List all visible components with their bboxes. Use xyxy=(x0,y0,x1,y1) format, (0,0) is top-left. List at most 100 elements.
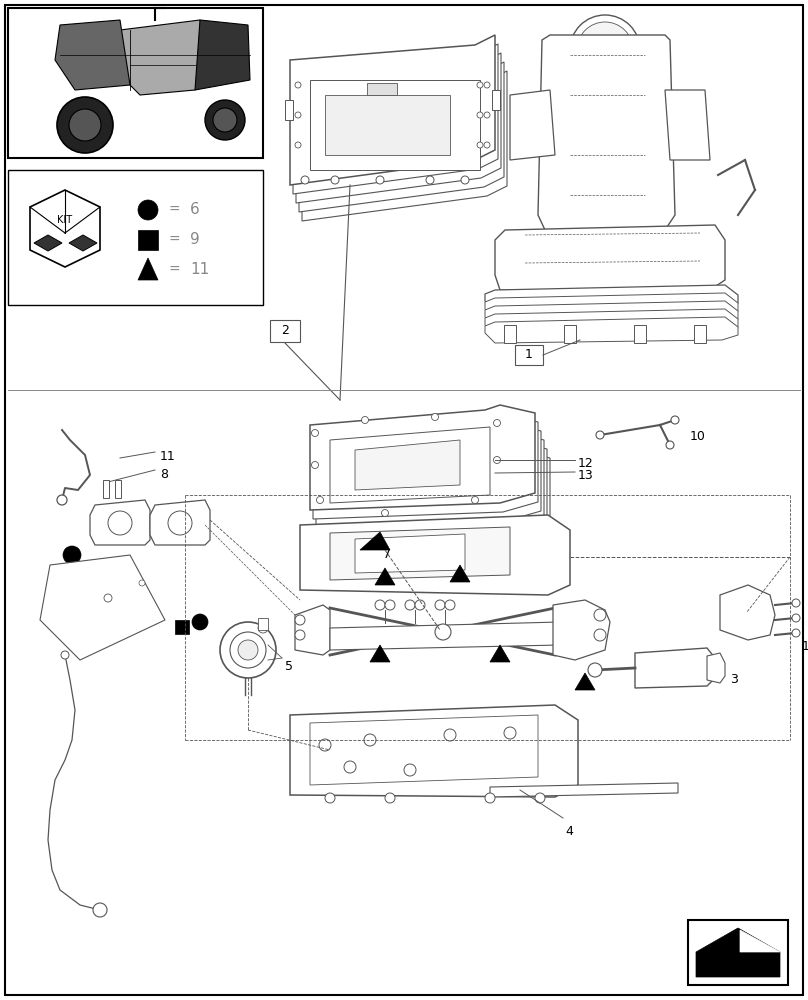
Circle shape xyxy=(494,420,500,426)
Circle shape xyxy=(63,626,81,644)
Circle shape xyxy=(792,599,800,607)
Text: =: = xyxy=(168,233,179,247)
Polygon shape xyxy=(485,285,738,311)
Circle shape xyxy=(63,546,81,564)
Bar xyxy=(564,325,576,343)
Text: 1: 1 xyxy=(525,349,533,361)
Polygon shape xyxy=(290,705,578,797)
Circle shape xyxy=(375,600,385,610)
Circle shape xyxy=(792,629,800,637)
Polygon shape xyxy=(180,20,250,90)
Circle shape xyxy=(361,416,368,424)
Circle shape xyxy=(69,109,101,141)
Circle shape xyxy=(57,97,113,153)
Bar xyxy=(504,325,516,343)
Text: =: = xyxy=(168,203,179,217)
Polygon shape xyxy=(138,258,158,280)
Polygon shape xyxy=(553,600,610,660)
Polygon shape xyxy=(150,500,210,545)
Polygon shape xyxy=(55,20,130,90)
Circle shape xyxy=(494,456,500,464)
Circle shape xyxy=(295,112,301,118)
Polygon shape xyxy=(355,440,460,490)
Circle shape xyxy=(108,511,132,535)
Polygon shape xyxy=(485,317,738,343)
Text: 14: 14 xyxy=(802,640,808,653)
Circle shape xyxy=(376,176,384,184)
Circle shape xyxy=(104,594,112,602)
Polygon shape xyxy=(316,423,541,528)
Text: 6: 6 xyxy=(190,202,200,218)
Bar xyxy=(310,80,480,170)
Polygon shape xyxy=(330,622,570,650)
Text: =: = xyxy=(168,263,179,277)
Circle shape xyxy=(666,441,674,449)
Polygon shape xyxy=(325,450,550,555)
Circle shape xyxy=(295,630,305,640)
Circle shape xyxy=(139,580,145,586)
Circle shape xyxy=(192,614,208,630)
Circle shape xyxy=(344,761,356,773)
Circle shape xyxy=(594,609,606,621)
Circle shape xyxy=(93,903,107,917)
Circle shape xyxy=(319,739,331,751)
Circle shape xyxy=(426,176,434,184)
Polygon shape xyxy=(538,35,675,230)
Text: 12: 12 xyxy=(578,457,594,470)
Circle shape xyxy=(445,600,455,610)
Circle shape xyxy=(435,600,445,610)
Bar xyxy=(367,83,397,95)
Circle shape xyxy=(317,496,323,504)
Circle shape xyxy=(220,622,276,678)
Circle shape xyxy=(435,624,451,640)
Circle shape xyxy=(431,414,439,420)
Polygon shape xyxy=(355,534,465,573)
Polygon shape xyxy=(720,585,775,640)
Circle shape xyxy=(472,496,478,504)
Polygon shape xyxy=(40,555,165,660)
Polygon shape xyxy=(293,44,498,194)
Circle shape xyxy=(477,142,483,148)
Circle shape xyxy=(364,734,376,746)
Circle shape xyxy=(461,176,469,184)
Polygon shape xyxy=(575,673,595,690)
Circle shape xyxy=(484,112,490,118)
Polygon shape xyxy=(302,71,507,221)
Bar xyxy=(8,8,263,158)
Polygon shape xyxy=(330,527,510,580)
Bar xyxy=(175,620,189,634)
Circle shape xyxy=(404,764,416,776)
Circle shape xyxy=(61,651,69,659)
Polygon shape xyxy=(310,405,535,510)
Polygon shape xyxy=(330,427,490,503)
Polygon shape xyxy=(90,500,150,545)
Bar xyxy=(515,345,543,365)
Circle shape xyxy=(588,663,602,677)
Polygon shape xyxy=(34,235,62,251)
Circle shape xyxy=(596,431,604,439)
Circle shape xyxy=(405,600,415,610)
Text: 7: 7 xyxy=(383,548,391,561)
Bar xyxy=(258,618,268,630)
Circle shape xyxy=(325,793,335,803)
Bar xyxy=(492,90,500,110)
Circle shape xyxy=(331,176,339,184)
Circle shape xyxy=(205,100,245,140)
Bar xyxy=(634,325,646,343)
Circle shape xyxy=(312,462,318,468)
Polygon shape xyxy=(635,648,715,688)
Polygon shape xyxy=(450,565,470,582)
Polygon shape xyxy=(69,235,97,251)
Polygon shape xyxy=(296,53,501,203)
Polygon shape xyxy=(322,441,547,546)
Bar xyxy=(8,170,263,305)
Text: 4: 4 xyxy=(565,825,573,838)
Circle shape xyxy=(570,15,640,85)
Circle shape xyxy=(381,510,389,516)
Circle shape xyxy=(230,632,266,668)
Bar xyxy=(688,920,788,985)
Bar xyxy=(115,480,121,498)
Text: 9: 9 xyxy=(190,232,200,247)
Circle shape xyxy=(57,495,67,505)
Circle shape xyxy=(444,729,456,741)
